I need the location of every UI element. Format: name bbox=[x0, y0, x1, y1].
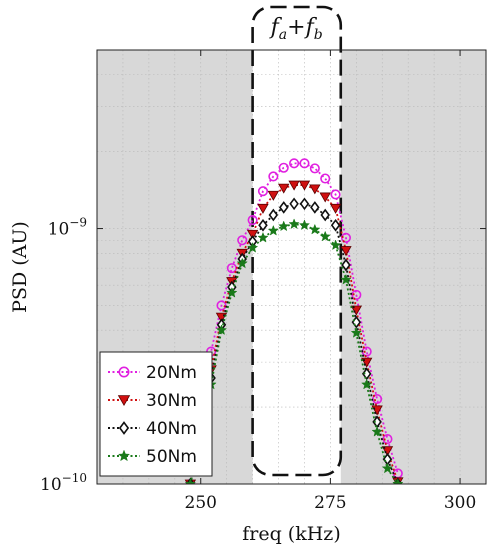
marker-circle bbox=[309, 163, 320, 174]
marker-circle bbox=[216, 300, 227, 311]
legend-label: 50Nm bbox=[146, 447, 197, 467]
marker-star bbox=[350, 327, 362, 338]
marker-triangle bbox=[257, 203, 269, 214]
legend: 20Nm 30Nm 40Nm 50Nm bbox=[99, 351, 213, 477]
marker-triangle bbox=[381, 446, 394, 457]
series-line-40Nm bbox=[189, 202, 399, 484]
marker-circle bbox=[299, 158, 310, 169]
series-group bbox=[184, 158, 404, 484]
series-lines bbox=[184, 158, 404, 484]
x-tick-label: 300 bbox=[444, 493, 476, 513]
marker-circle bbox=[247, 214, 258, 226]
y-tick-label: 10−10 bbox=[40, 471, 87, 495]
marker-triangle bbox=[246, 229, 259, 240]
marker-star bbox=[340, 273, 352, 285]
marker-circle bbox=[278, 162, 289, 173]
x-axis-label: freq (kHz) bbox=[242, 523, 340, 545]
y-tick-exponent: −10 bbox=[62, 471, 87, 485]
marker-circle bbox=[237, 235, 248, 246]
marker-diamond bbox=[330, 218, 341, 232]
marker-circle bbox=[382, 433, 393, 445]
marker-diamond bbox=[118, 421, 130, 435]
marker-star bbox=[278, 220, 290, 232]
marker-diamond bbox=[341, 258, 351, 272]
legend-label: 30Nm bbox=[146, 391, 197, 411]
marker-star bbox=[215, 324, 228, 336]
shaded-region bbox=[340, 50, 486, 484]
marker-star bbox=[381, 462, 394, 474]
marker-star bbox=[371, 425, 383, 437]
marker-triangle bbox=[288, 180, 300, 191]
band-label-sub-b: b bbox=[314, 27, 323, 43]
marker-star bbox=[319, 230, 331, 242]
marker-triangle bbox=[309, 184, 321, 195]
marker-star bbox=[267, 224, 279, 236]
x-tick-label: 275 bbox=[314, 493, 346, 513]
marker-star bbox=[309, 223, 321, 235]
band-label-sub-a: a bbox=[279, 27, 287, 43]
marker-triangle bbox=[319, 192, 331, 203]
series-50Nm bbox=[184, 218, 404, 484]
marker-triangle bbox=[329, 203, 342, 214]
legend-label: 20Nm bbox=[146, 363, 197, 383]
marker-star bbox=[298, 219, 311, 231]
y-axis-label: PSD (AU) bbox=[9, 221, 31, 313]
marker-triangle bbox=[298, 180, 311, 191]
marker-star bbox=[117, 449, 131, 462]
marker-diamond bbox=[278, 201, 289, 214]
series-line-20Nm bbox=[189, 162, 399, 484]
marker-circle bbox=[289, 158, 300, 169]
legend-item: 40Nm bbox=[108, 419, 197, 439]
marker-star bbox=[257, 231, 269, 243]
marker-star bbox=[246, 241, 259, 253]
marker-star bbox=[288, 218, 300, 230]
marker-circle bbox=[268, 171, 279, 182]
axes-frame bbox=[96, 49, 487, 485]
y-tick-base: 10 bbox=[48, 220, 70, 240]
marker-triangle bbox=[340, 246, 352, 257]
marker-triangle bbox=[278, 183, 290, 194]
marker-star bbox=[236, 257, 248, 269]
marker-diamond bbox=[310, 201, 320, 214]
marker-diamond bbox=[299, 197, 310, 211]
marker-star bbox=[361, 378, 373, 390]
marker-diamond bbox=[268, 208, 279, 222]
band-label: fa+fb bbox=[269, 15, 323, 43]
marker-star bbox=[226, 286, 238, 298]
marker-star bbox=[184, 478, 197, 484]
marker-star bbox=[392, 478, 404, 484]
marker-triangle bbox=[267, 190, 280, 201]
y-tick-label: 10−9 bbox=[48, 216, 87, 240]
marker-diamond bbox=[320, 208, 330, 222]
y-tick-base: 10 bbox=[40, 475, 62, 495]
marker-star bbox=[329, 239, 342, 251]
marker-circle bbox=[118, 366, 130, 378]
marker-diamond bbox=[258, 218, 268, 232]
marker-circle bbox=[320, 173, 331, 184]
marker-triangle bbox=[350, 305, 363, 316]
marker-circle bbox=[351, 289, 362, 300]
legend-label: 40Nm bbox=[146, 419, 197, 439]
x-tick-label: 250 bbox=[185, 493, 217, 513]
marker-circle bbox=[257, 186, 269, 197]
marker-circle bbox=[340, 232, 352, 243]
legend-item: 30Nm bbox=[108, 391, 197, 411]
band-label-plus: + bbox=[287, 15, 305, 40]
legend-item: 50Nm bbox=[108, 447, 197, 467]
marker-diamond bbox=[289, 197, 299, 211]
marker-triangle bbox=[117, 395, 131, 407]
marker-circle bbox=[330, 189, 341, 200]
y-tick-exponent: −9 bbox=[69, 216, 87, 230]
legend-item: 20Nm bbox=[108, 363, 197, 383]
